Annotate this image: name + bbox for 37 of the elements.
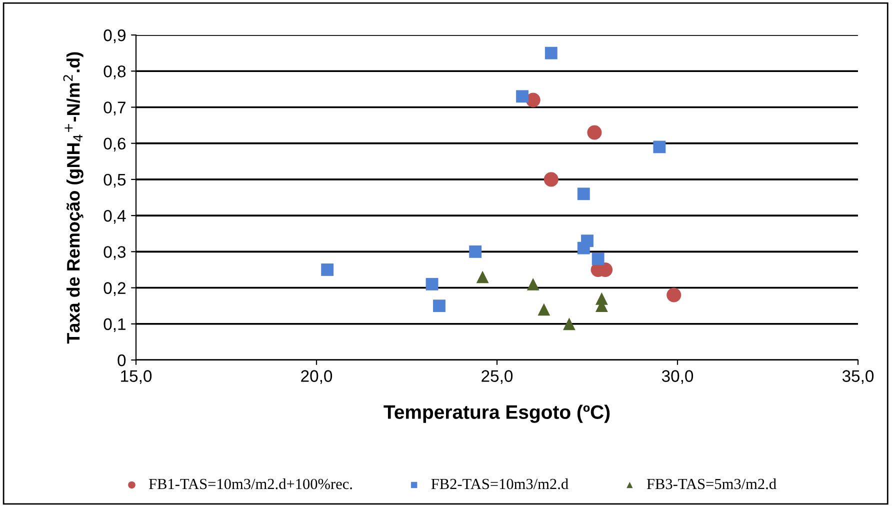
y-tick-label: 0,2: [104, 282, 126, 296]
point: [538, 303, 550, 316]
point: [587, 125, 602, 140]
x-tick-label: 20,0: [301, 370, 332, 384]
point: [516, 90, 528, 103]
x-axis-title: Temperatura Esgoto (ºC): [384, 404, 610, 423]
y-tick-label: 0,6: [104, 138, 126, 152]
y-tick-label: 0,9: [104, 29, 126, 44]
point: [476, 270, 489, 284]
point: [592, 252, 604, 266]
point: [562, 318, 576, 330]
point: [666, 288, 682, 302]
point: [577, 188, 590, 200]
point: [526, 278, 540, 290]
y-tick-label: 0,8: [104, 66, 126, 80]
y-tick-label: 0,3: [104, 246, 126, 260]
y-tick-label: 0: [118, 354, 126, 366]
point: [321, 264, 334, 276]
y-tick-label: 0,1: [104, 318, 126, 332]
point: [577, 242, 590, 254]
y-axis-title: Taxa de Remoção (gNH$_{4}$$^{+}$-N/m$^{2}$.d): [63, 52, 84, 344]
legend-label: FB1-TAS=10m3/m2.d+100%rec.: [148, 478, 352, 490]
x-tick-label: 35,0: [842, 370, 874, 384]
point: [426, 278, 438, 290]
y-tick-label: 0,5: [104, 174, 126, 188]
point: [469, 245, 482, 258]
x-tick-label: 30,0: [662, 370, 694, 384]
legend-label: FB3-TAS=5m3/m2.d: [646, 478, 776, 490]
point: [544, 172, 558, 187]
point: [544, 46, 558, 60]
x-tick-label: 15,0: [121, 370, 152, 384]
y-tick-label: 0,4: [104, 210, 126, 224]
point: [433, 300, 446, 312]
x-tick-label: 25,0: [482, 370, 513, 384]
point: [653, 140, 666, 154]
y-tick-label: 0,7: [104, 102, 126, 116]
legend-label: FB2-TAS=10m3/m2.d: [431, 478, 568, 490]
